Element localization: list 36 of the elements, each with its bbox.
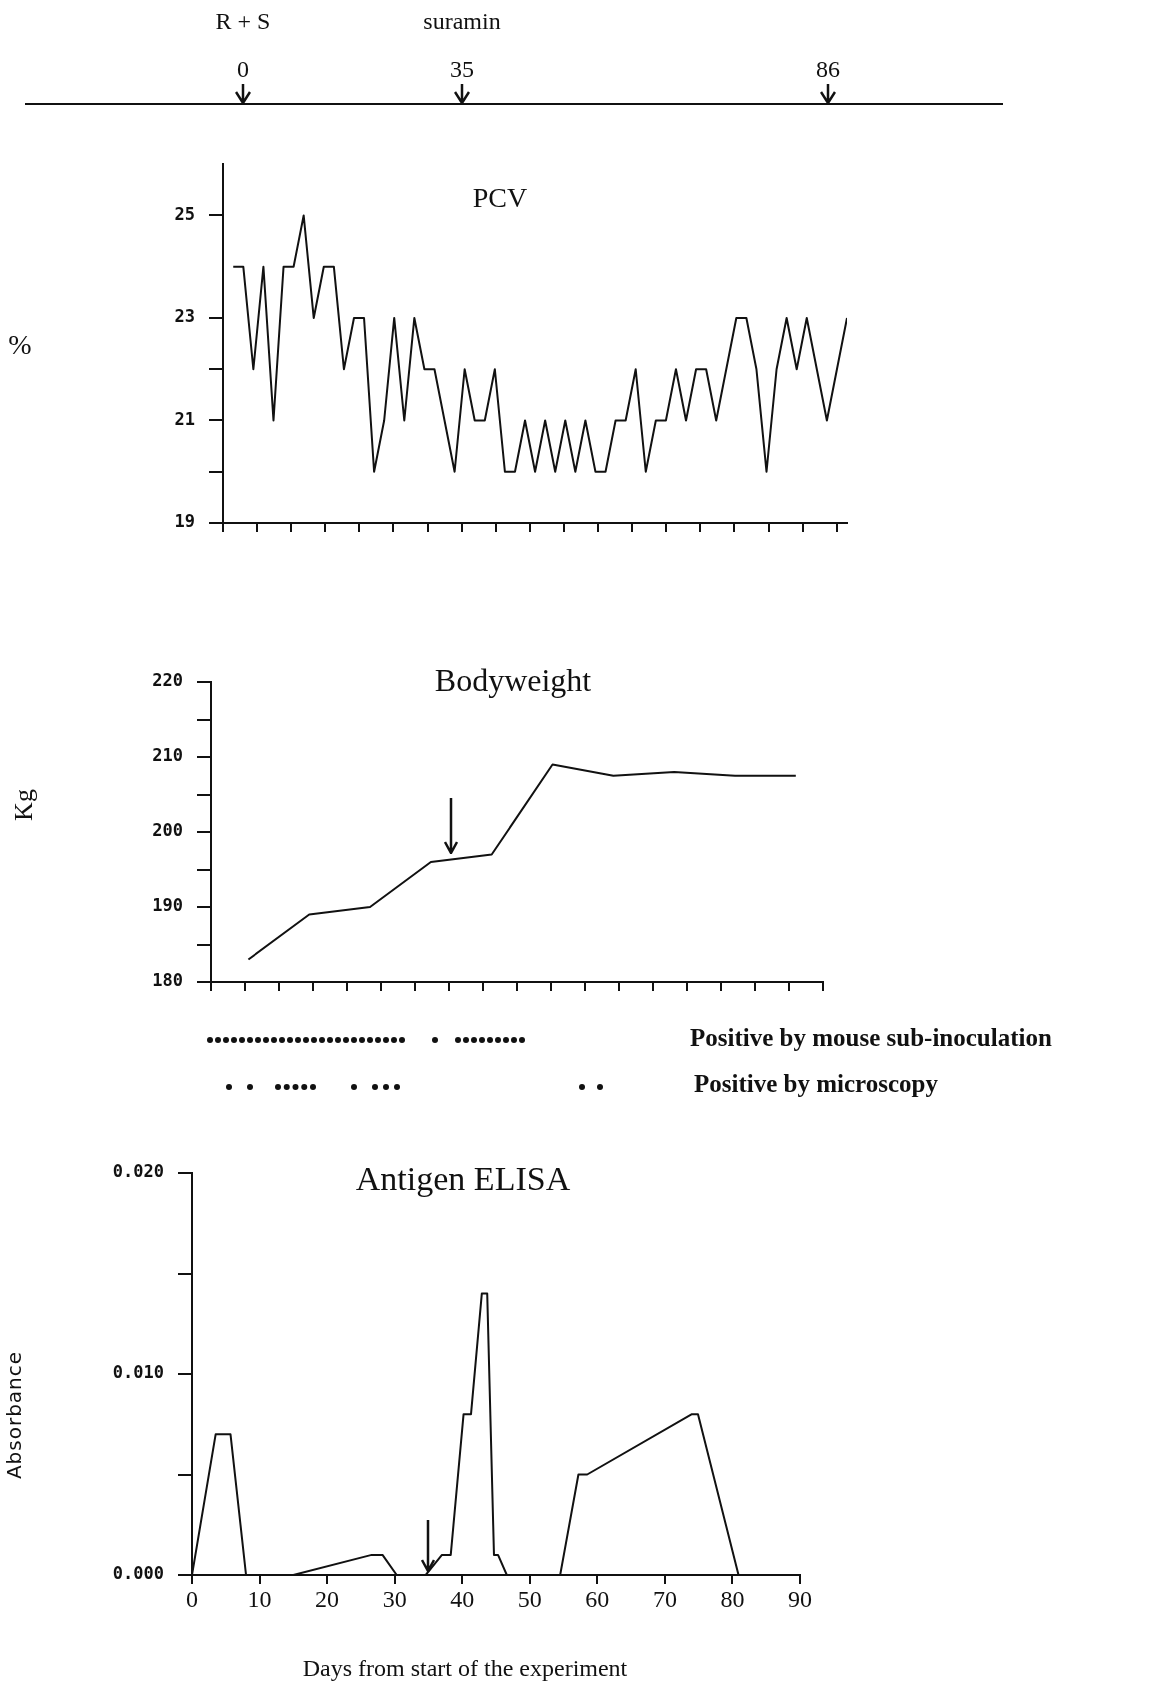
y-tick-label: 23 <box>174 306 195 327</box>
x-tick-label: 90 <box>788 1585 812 1612</box>
text: PCV <box>472 182 528 214</box>
category-label: 0 <box>237 56 249 83</box>
x-tick-label: 80 <box>720 1585 745 1612</box>
y-tick-label: 210 <box>152 745 183 766</box>
y-axis-title: Absorbance <box>2 1350 26 1480</box>
x-tick-label: 10 <box>247 1585 272 1612</box>
y-tick-label: 0.020 <box>112 1161 164 1182</box>
x-tick-label: 60 <box>585 1585 610 1612</box>
y-axis-title: Kg <box>9 789 39 821</box>
x-tick-label: 50 <box>517 1585 542 1612</box>
y-tick-label: 200 <box>152 820 183 841</box>
category-label: 35 <box>450 56 474 83</box>
text: Positive by mouse sub-inoculation <box>690 1024 1052 1052</box>
x-tick-label: 40 <box>450 1585 475 1612</box>
text: R + S <box>215 8 271 34</box>
y-axis-title: % <box>8 329 32 361</box>
text: Positive by microscopy <box>694 1070 938 1098</box>
category-label: 86 <box>816 56 840 83</box>
y-tick-label: 0.010 <box>112 1362 164 1383</box>
y-tick-label: 0.000 <box>112 1563 164 1584</box>
y-tick-label: 190 <box>152 895 183 916</box>
text: suramin <box>423 8 501 34</box>
x-tick-label: 30 <box>382 1585 407 1612</box>
y-tick-label: 25 <box>174 203 195 224</box>
x-tick-label: 20 <box>315 1585 340 1612</box>
y-tick-label: 180 <box>152 970 183 991</box>
x-axis-title: Days from start of the experiment <box>302 1655 628 1682</box>
chart-title: Bodyweight <box>434 662 592 699</box>
x-tick-label: 0 <box>186 1585 198 1612</box>
y-tick-label: 19 <box>174 511 195 532</box>
y-tick-label: 220 <box>152 670 183 691</box>
chart-title: Antigen ELISA <box>355 1160 571 1198</box>
x-tick-label: 70 <box>652 1585 677 1612</box>
y-tick-label: 21 <box>174 408 195 429</box>
